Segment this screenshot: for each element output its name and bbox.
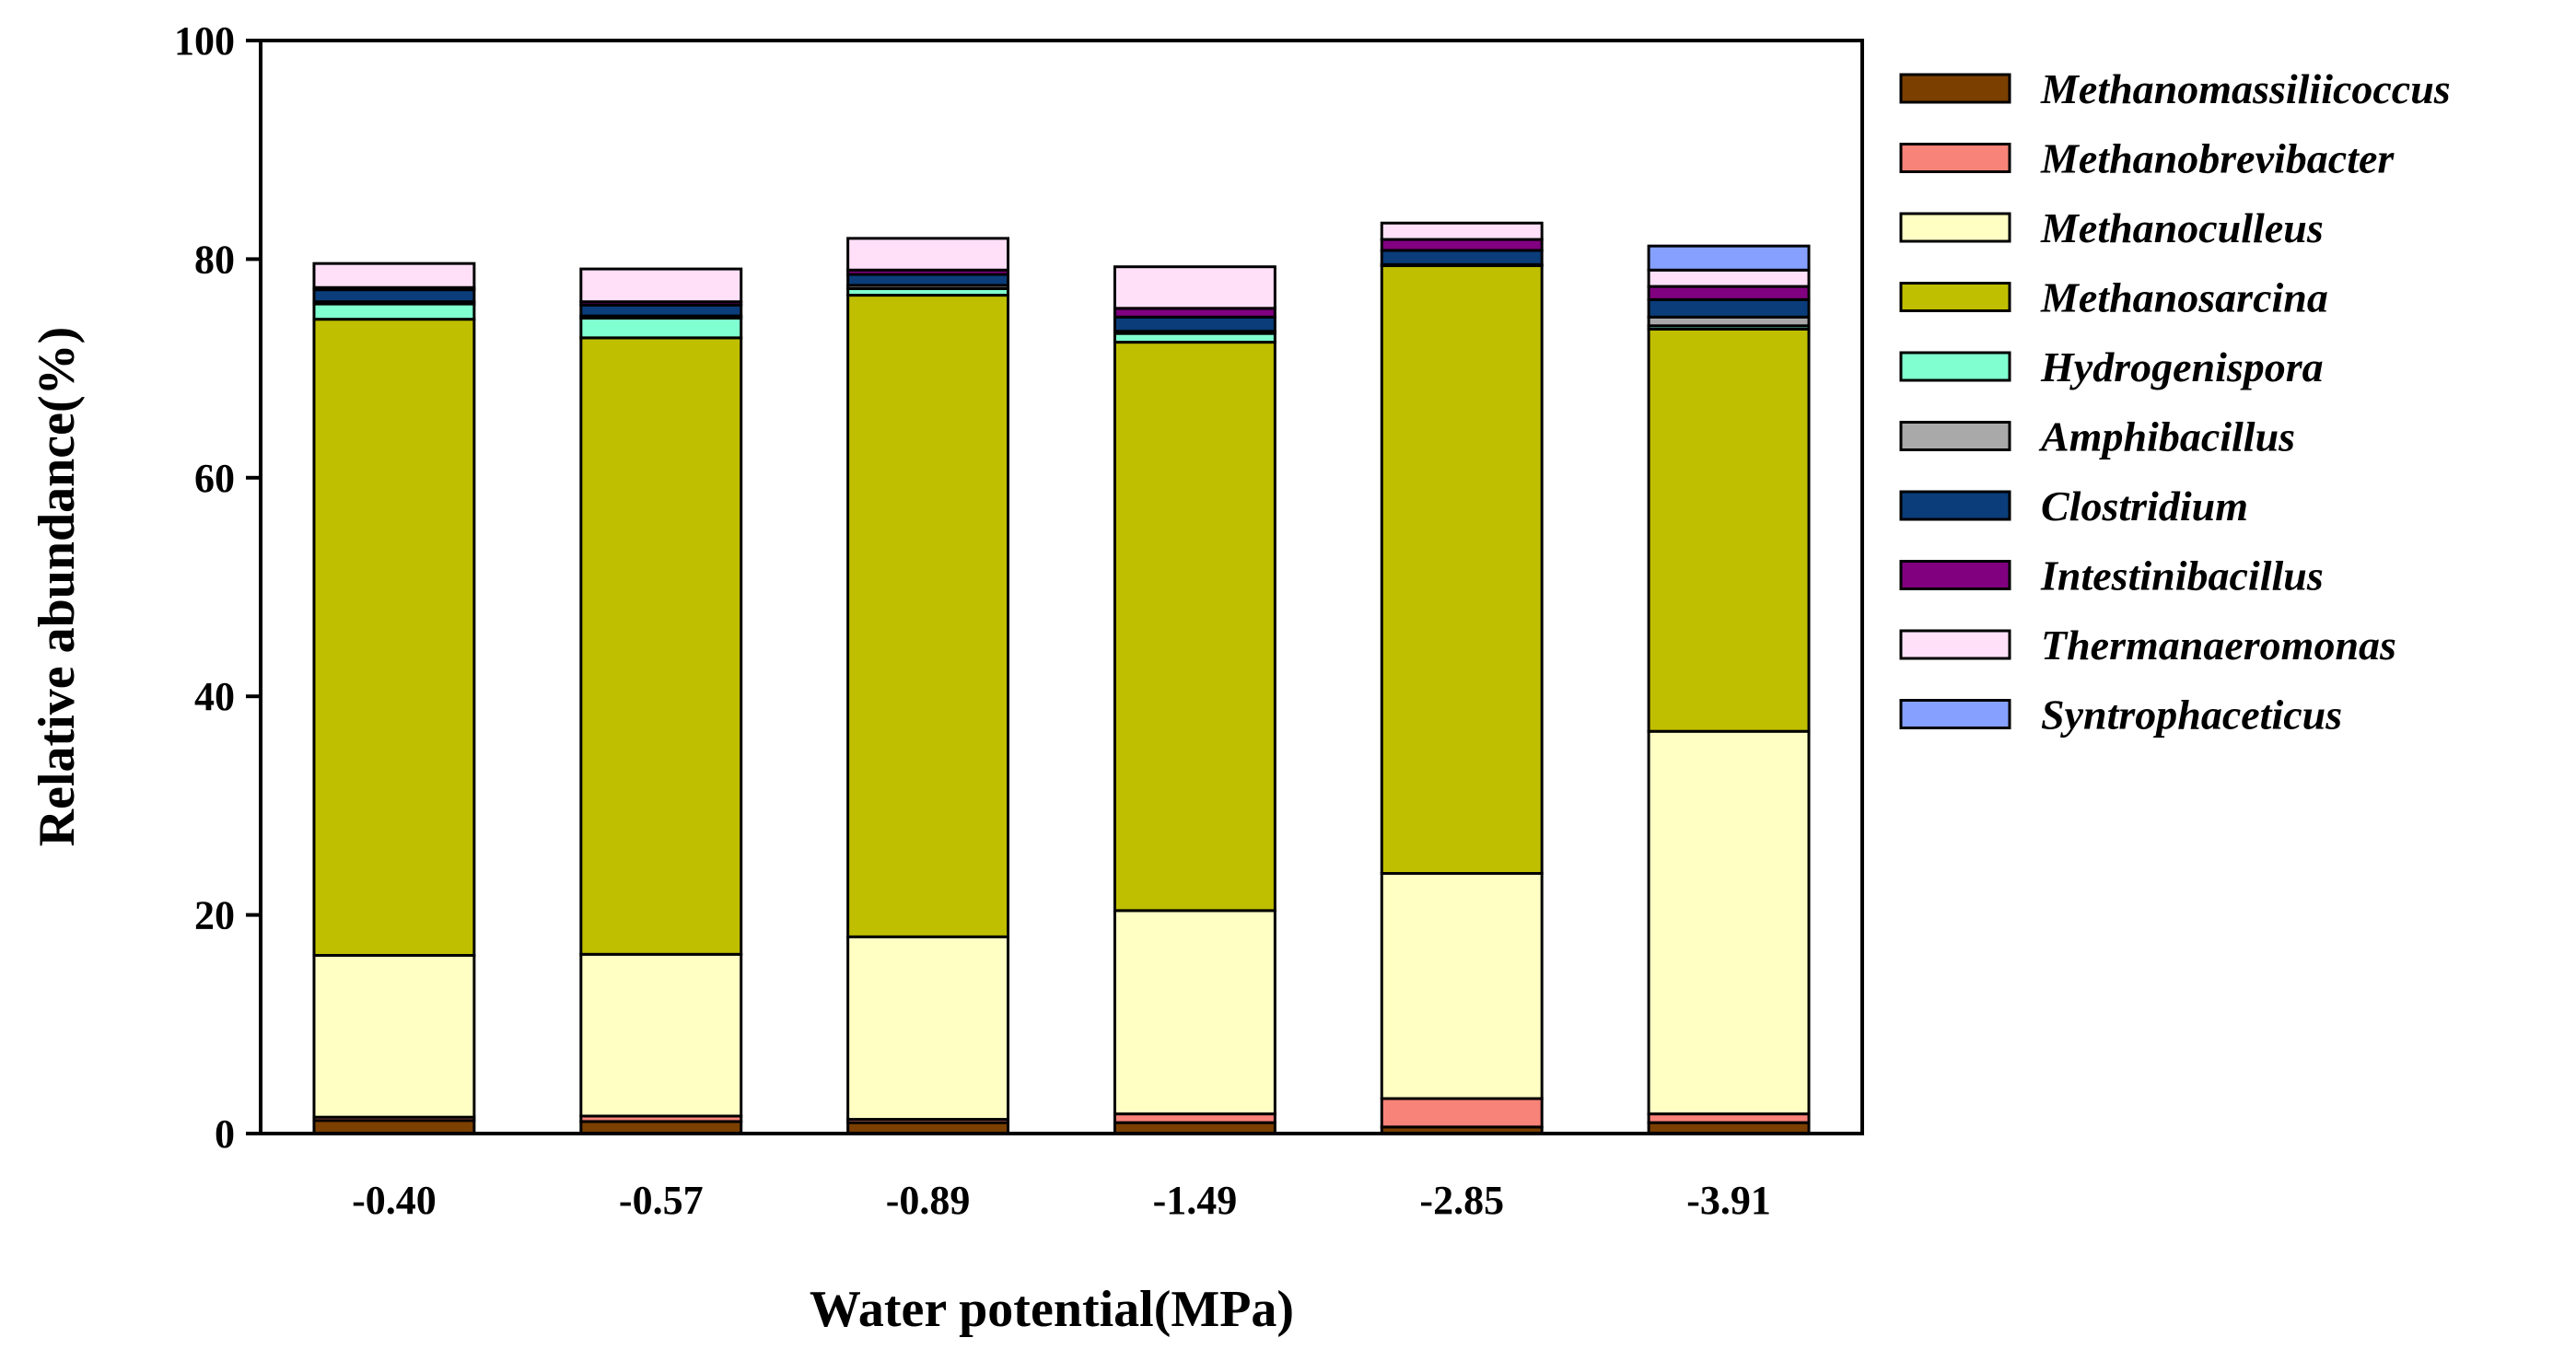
legend-swatch <box>1899 73 2011 104</box>
bar-segment-methanosarcina-2 <box>846 294 1010 938</box>
legend-swatch <box>1899 699 2011 729</box>
legend-item-intestinibacillus: Intestinibacillus <box>1899 553 2324 599</box>
legend-label: Methanobrevibacter <box>2040 135 2395 182</box>
legend-swatch <box>1899 629 2011 660</box>
legend-swatch <box>1899 143 2011 173</box>
bar-segment-intestinibacillus-4 <box>1380 238 1544 252</box>
legend-label: Intestinibacillus <box>2040 553 2324 599</box>
bar-segment-syntrophaceticus-5 <box>1647 244 1811 272</box>
legend-item-methanomassiliicoccus: Methanomassiliicoccus <box>1899 65 2451 112</box>
x-tick-label: -1.49 <box>1153 1178 1238 1223</box>
legend-swatch <box>1899 490 2011 521</box>
x-axis: -0.40 -0.57 -0.89 -1.49 -2.85 -3.91 <box>352 1178 1771 1223</box>
bar-segment-clostridium-1 <box>579 303 743 318</box>
legend-item-clostridium: Clostridium <box>1899 483 2248 529</box>
x-tick-label: -0.40 <box>352 1178 437 1223</box>
x-axis-label: Water potential(MPa) <box>810 1281 1294 1338</box>
x-tick-label: -0.89 <box>886 1178 971 1223</box>
legend-label: Methanomassiliicoccus <box>2040 65 2451 112</box>
legend-label: Thermanaeromonas <box>2041 622 2396 669</box>
bar-segment-methanobrevibacter-4 <box>1380 1097 1544 1129</box>
bar-segment-clostridium-5 <box>1647 297 1811 319</box>
bar-segment-methanoculleus-0 <box>312 954 476 1119</box>
plot-frame <box>259 39 1864 1135</box>
x-tick-label: -2.85 <box>1419 1178 1504 1223</box>
bar-segment-methanomassiliicoccus-0 <box>312 1119 476 1135</box>
y-tick-label: 0 <box>215 1111 235 1157</box>
legend-item-thermanaeromonas: Thermanaeromonas <box>1899 622 2396 669</box>
bar-segment-methanoculleus-1 <box>579 952 743 1118</box>
y-tick-label: 60 <box>194 456 235 501</box>
bars-layer <box>312 221 1811 1135</box>
legend-label: Amphibacillus <box>2038 413 2295 460</box>
legend-label: Syntrophaceticus <box>2041 692 2342 739</box>
y-tick-label: 80 <box>194 237 235 282</box>
bar-segment-methanoculleus-3 <box>1113 909 1276 1116</box>
legend-swatch <box>1899 282 2011 312</box>
legend-item-syntrophaceticus: Syntrophaceticus <box>1899 692 2342 739</box>
x-tick-label: -0.57 <box>619 1178 704 1223</box>
legend-swatch <box>1899 560 2011 590</box>
bar-segment-clostridium-0 <box>312 288 476 304</box>
bar-segment-methanosarcina-4 <box>1380 264 1544 875</box>
legend-item-hydrogenispora: Hydrogenispora <box>1899 343 2324 390</box>
bar-segment-thermanaeromonas-4 <box>1380 221 1544 241</box>
bar-segment-thermanaeromonas-5 <box>1647 268 1811 288</box>
y-axis: 0 20 40 60 80 100 <box>174 18 261 1157</box>
bar-segment-thermanaeromonas-0 <box>312 262 476 289</box>
bar-segment-methanoculleus-4 <box>1380 871 1544 1100</box>
legend: Methanomassiliicoccus Methanobrevibacter M… <box>1899 65 2451 739</box>
legend-swatch <box>1899 421 2011 451</box>
legend-label: Methanosarcina <box>2040 274 2328 321</box>
bar-segment-hydrogenispora-1 <box>579 316 743 340</box>
bar-segment-thermanaeromonas-3 <box>1113 265 1276 310</box>
legend-label: Methanoculleus <box>2040 204 2324 251</box>
bar-segment-methanosarcina-1 <box>579 336 743 956</box>
bar-segment-methanoculleus-2 <box>846 935 1010 1122</box>
bar-segment-clostridium-3 <box>1113 315 1276 333</box>
legend-label: Hydrogenispora <box>2040 343 2324 390</box>
bar-segment-methanoculleus-5 <box>1647 729 1811 1116</box>
bar-segment-thermanaeromonas-1 <box>579 267 743 304</box>
legend-item-methanosarcina: Methanosarcina <box>1899 274 2328 321</box>
y-axis-label: Relative abundance(%) <box>29 327 86 847</box>
bar-segment-methanosarcina-5 <box>1647 327 1811 733</box>
bar-segment-clostridium-4 <box>1380 249 1544 266</box>
bar-segment-methanosarcina-3 <box>1113 341 1276 913</box>
bar-segment-hydrogenispora-0 <box>312 302 476 321</box>
legend-label: Clostridium <box>2041 483 2248 529</box>
y-tick-label: 40 <box>194 674 235 719</box>
legend-swatch <box>1899 212 2011 243</box>
bar-segment-clostridium-2 <box>846 273 1010 287</box>
legend-item-amphibacillus: Amphibacillus <box>1899 413 2295 460</box>
bar-segment-intestinibacillus-5 <box>1647 285 1811 301</box>
x-tick-label: -3.91 <box>1686 1178 1771 1223</box>
y-tick-label: 20 <box>194 893 235 938</box>
y-tick-label: 100 <box>174 18 235 64</box>
legend-item-methanoculleus: Methanoculleus <box>1899 204 2324 251</box>
legend-item-methanobrevibacter: Methanobrevibacter <box>1899 135 2395 182</box>
legend-swatch <box>1899 351 2011 382</box>
bar-segment-thermanaeromonas-2 <box>846 237 1010 272</box>
bar-segment-methanosarcina-0 <box>312 318 476 958</box>
